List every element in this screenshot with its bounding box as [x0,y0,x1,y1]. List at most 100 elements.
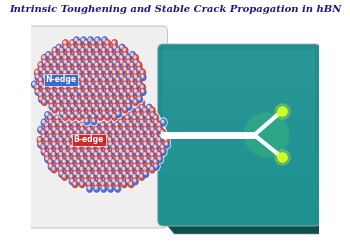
Circle shape [106,114,108,117]
Circle shape [84,84,89,91]
Circle shape [59,156,64,163]
Circle shape [140,88,147,96]
Circle shape [78,41,80,44]
Circle shape [135,122,141,129]
Circle shape [42,130,44,133]
Circle shape [122,62,128,69]
Circle shape [60,113,62,116]
Circle shape [132,158,138,166]
Circle shape [102,66,107,73]
Circle shape [51,61,58,70]
Circle shape [128,92,135,100]
Circle shape [105,102,112,111]
Circle shape [84,98,89,105]
Circle shape [132,144,138,151]
Circle shape [62,102,70,111]
Circle shape [80,96,86,103]
Circle shape [80,52,86,59]
Circle shape [41,133,48,141]
Circle shape [79,106,86,115]
Circle shape [38,138,41,140]
Circle shape [66,156,71,163]
Circle shape [72,105,79,114]
Circle shape [79,61,86,70]
Circle shape [89,97,91,100]
Circle shape [110,128,117,137]
Circle shape [70,164,72,167]
Circle shape [60,128,62,130]
Circle shape [121,155,128,164]
Circle shape [108,106,114,113]
Circle shape [86,61,93,70]
Circle shape [117,128,124,137]
Circle shape [91,69,96,76]
Circle shape [80,97,86,104]
Circle shape [102,107,104,110]
Circle shape [146,162,153,171]
Circle shape [74,110,79,117]
Circle shape [50,85,52,88]
Circle shape [150,152,153,155]
Circle shape [155,164,157,167]
Circle shape [42,135,44,138]
Circle shape [86,121,93,130]
Circle shape [73,152,76,155]
Circle shape [126,58,133,67]
Circle shape [66,47,72,54]
Circle shape [98,120,100,123]
Circle shape [139,83,146,92]
Circle shape [89,112,91,114]
Circle shape [116,113,118,116]
Circle shape [130,113,132,116]
Circle shape [79,92,85,99]
Circle shape [74,107,76,110]
Circle shape [66,141,71,148]
Circle shape [116,123,118,126]
Circle shape [90,162,97,171]
Circle shape [129,91,135,98]
Circle shape [57,121,65,130]
Circle shape [62,58,70,67]
Circle shape [74,66,79,73]
Circle shape [82,68,84,70]
Circle shape [100,155,107,164]
Circle shape [109,128,111,130]
Circle shape [133,59,139,66]
Circle shape [86,92,93,100]
Circle shape [39,142,41,145]
Circle shape [105,116,107,118]
Circle shape [130,142,132,145]
Circle shape [154,160,156,162]
Circle shape [150,167,153,170]
Circle shape [97,89,104,97]
Circle shape [62,98,69,106]
Circle shape [116,142,118,145]
Circle shape [133,98,139,105]
Circle shape [101,141,107,148]
Circle shape [93,96,100,105]
Circle shape [93,76,100,84]
Circle shape [104,83,111,92]
Circle shape [45,76,51,84]
Circle shape [87,47,93,54]
Circle shape [93,61,100,70]
Circle shape [107,61,114,70]
Circle shape [66,152,69,155]
Circle shape [41,83,48,92]
Circle shape [113,114,115,117]
Circle shape [121,92,127,99]
Circle shape [83,114,89,121]
Circle shape [56,150,58,152]
Circle shape [118,163,124,170]
Circle shape [116,128,118,130]
Circle shape [119,44,126,52]
Circle shape [88,107,90,110]
Circle shape [135,61,143,70]
Circle shape [144,128,146,130]
Circle shape [120,60,122,63]
Circle shape [70,106,72,108]
Circle shape [116,94,118,96]
Circle shape [69,104,76,112]
Circle shape [50,75,52,78]
Circle shape [108,141,114,148]
